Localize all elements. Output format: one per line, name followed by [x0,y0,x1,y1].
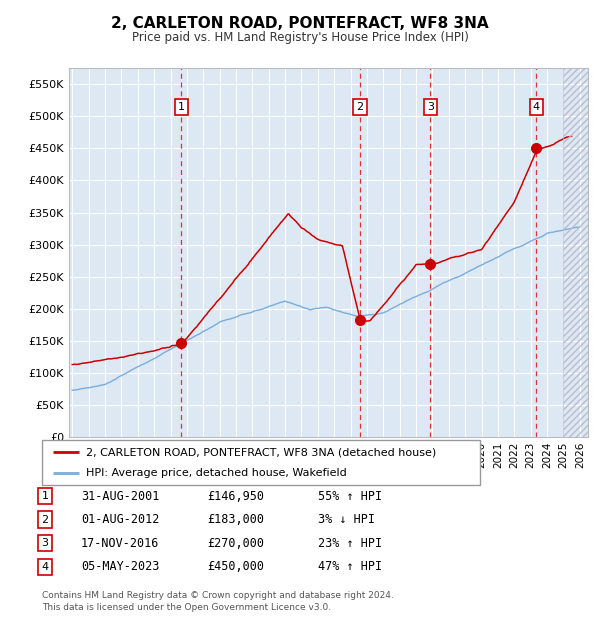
Text: 2, CARLETON ROAD, PONTEFRACT, WF8 3NA: 2, CARLETON ROAD, PONTEFRACT, WF8 3NA [111,16,489,30]
Text: 23% ↑ HPI: 23% ↑ HPI [318,537,382,549]
Text: 3: 3 [41,538,49,548]
Text: 1: 1 [41,491,49,501]
Text: 55% ↑ HPI: 55% ↑ HPI [318,490,382,502]
Text: HPI: Average price, detached house, Wakefield: HPI: Average price, detached house, Wake… [86,467,347,478]
Text: 4: 4 [41,562,49,572]
Text: 01-AUG-2012: 01-AUG-2012 [81,513,160,526]
FancyBboxPatch shape [42,440,480,485]
Text: £270,000: £270,000 [207,537,264,549]
Text: £146,950: £146,950 [207,490,264,502]
Text: 3% ↓ HPI: 3% ↓ HPI [318,513,375,526]
Text: 47% ↑ HPI: 47% ↑ HPI [318,560,382,573]
Text: £183,000: £183,000 [207,513,264,526]
Text: 3: 3 [427,102,434,112]
Text: 2: 2 [41,515,49,525]
Text: 31-AUG-2001: 31-AUG-2001 [81,490,160,502]
Text: 4: 4 [533,102,540,112]
Text: £450,000: £450,000 [207,560,264,573]
Text: 2, CARLETON ROAD, PONTEFRACT, WF8 3NA (detached house): 2, CARLETON ROAD, PONTEFRACT, WF8 3NA (d… [86,447,436,458]
Text: Price paid vs. HM Land Registry's House Price Index (HPI): Price paid vs. HM Land Registry's House … [131,31,469,44]
Text: 05-MAY-2023: 05-MAY-2023 [81,560,160,573]
Text: Contains HM Land Registry data © Crown copyright and database right 2024.
This d: Contains HM Land Registry data © Crown c… [42,591,394,612]
Text: 1: 1 [178,102,185,112]
Text: 2: 2 [356,102,364,112]
Text: 17-NOV-2016: 17-NOV-2016 [81,537,160,549]
